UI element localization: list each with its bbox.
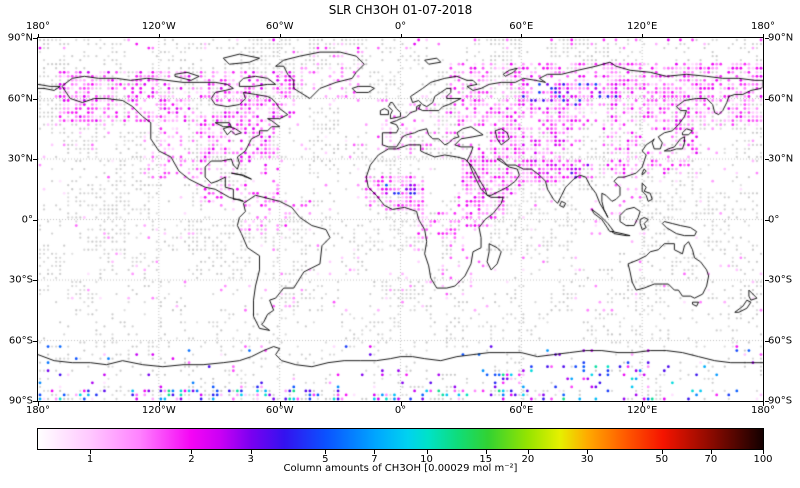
colorbar-tick-label: 1 bbox=[86, 454, 94, 465]
lon-tick-label-top: 60°E bbox=[509, 21, 534, 32]
tick-mark bbox=[763, 402, 764, 406]
lon-tick-label-bottom: 120°W bbox=[141, 405, 176, 416]
colorbar-tick-mark bbox=[710, 450, 712, 454]
colorbar-tick-label: 2 bbox=[188, 454, 195, 465]
tick-mark bbox=[33, 280, 37, 281]
colorbar bbox=[37, 428, 764, 450]
colorbar-tick-label: 15 bbox=[479, 454, 493, 465]
tick-mark bbox=[400, 402, 402, 406]
tick-mark bbox=[33, 401, 37, 402]
colorbar-tick-label: 30 bbox=[580, 454, 594, 465]
colorbar-tick-label: 20 bbox=[521, 454, 535, 465]
lat-tick-label-right: 60°N bbox=[768, 93, 794, 104]
lat-tick-label-right: 30°S bbox=[768, 274, 793, 286]
lat-tick-label-left: 90°N bbox=[7, 32, 33, 44]
colorbar-tick-label: 70 bbox=[704, 454, 718, 465]
map-plot-area bbox=[37, 37, 764, 402]
colorbar-tick-label: 3 bbox=[247, 454, 254, 465]
lat-tick-label-left: 60°N bbox=[7, 93, 33, 104]
lon-tick-label-top: 0° bbox=[394, 21, 407, 32]
tick-mark bbox=[33, 38, 37, 39]
colorbar-tick-mark bbox=[374, 450, 376, 454]
lat-tick-label-right: 30°N bbox=[768, 153, 794, 165]
tick-mark bbox=[765, 340, 769, 342]
tick-mark bbox=[158, 402, 160, 406]
colorbar-tick-mark bbox=[325, 450, 327, 454]
lat-tick-label-left: 30°S bbox=[8, 274, 33, 286]
tick-mark bbox=[642, 402, 644, 406]
lon-tick-label-top: 180° bbox=[750, 21, 776, 32]
tick-mark bbox=[33, 340, 37, 342]
colorbar-tick-label: 5 bbox=[322, 454, 329, 465]
tick-mark bbox=[33, 98, 37, 100]
tick-mark bbox=[33, 219, 37, 221]
lat-tick-label-right: 0° bbox=[768, 214, 780, 225]
colorbar-tick-mark bbox=[661, 450, 663, 454]
lat-tick-label-right: 90°S bbox=[768, 395, 793, 407]
colorbar-tick-mark bbox=[90, 450, 92, 454]
tick-mark bbox=[642, 34, 644, 38]
colorbar-label: Column amounts of CH3OH [0.00029 mol m⁻²… bbox=[283, 463, 518, 474]
colorbar-tick-mark bbox=[191, 450, 193, 454]
tick-mark bbox=[763, 34, 764, 38]
colorbar-gradient bbox=[38, 429, 763, 449]
lon-tick-label-bottom: 180° bbox=[25, 405, 51, 416]
colorbar-tick-mark bbox=[250, 450, 252, 454]
colorbar-tick-label: 50 bbox=[655, 454, 669, 465]
lon-tick-label-top: 60°W bbox=[265, 21, 294, 32]
tick-mark bbox=[279, 34, 281, 38]
lon-tick-label-bottom: 60°W bbox=[265, 405, 294, 416]
lon-tick-label-bottom: 180° bbox=[750, 405, 776, 416]
tick-mark bbox=[521, 34, 523, 38]
colorbar-tick-label: 7 bbox=[371, 454, 378, 465]
colorbar-tick-mark bbox=[527, 450, 529, 454]
colorbar-tick-label: 100 bbox=[753, 454, 773, 465]
lat-tick-label-left: 90°S bbox=[8, 395, 33, 407]
tick-mark bbox=[765, 280, 769, 281]
lon-tick-label-top: 120°E bbox=[626, 21, 658, 32]
lon-tick-label-bottom: 120°E bbox=[626, 405, 658, 416]
tick-mark bbox=[765, 401, 769, 402]
lon-tick-label-top: 120°W bbox=[141, 21, 176, 32]
lon-tick-label-top: 180° bbox=[25, 21, 51, 32]
lat-tick-label-right: 90°N bbox=[768, 32, 794, 44]
tick-mark bbox=[33, 159, 37, 160]
colorbar-tick-mark bbox=[587, 450, 589, 454]
colorbar-tick-mark bbox=[763, 450, 764, 454]
tick-mark bbox=[765, 38, 769, 39]
lat-tick-label-left: 0° bbox=[21, 214, 33, 225]
colorbar-tick-mark bbox=[426, 450, 428, 454]
tick-mark bbox=[765, 98, 769, 100]
chart-title: SLR CH3OH 01-07-2018 bbox=[328, 3, 473, 17]
tick-mark bbox=[765, 219, 769, 221]
colorbar-tick-mark bbox=[485, 450, 487, 454]
lat-tick-label-right: 60°S bbox=[768, 335, 793, 346]
map-canvas bbox=[38, 38, 763, 401]
lat-tick-label-left: 30°N bbox=[7, 153, 33, 165]
tick-mark bbox=[400, 34, 402, 38]
tick-mark bbox=[158, 34, 160, 38]
tick-mark bbox=[38, 34, 39, 38]
tick-mark bbox=[521, 402, 523, 406]
tick-mark bbox=[279, 402, 281, 406]
lon-tick-label-bottom: 60°E bbox=[509, 405, 534, 416]
tick-mark bbox=[765, 159, 769, 160]
colorbar-tick-label: 10 bbox=[420, 454, 433, 465]
tick-mark bbox=[38, 402, 39, 406]
lon-tick-label-bottom: 0° bbox=[394, 405, 407, 416]
lat-tick-label-left: 60°S bbox=[8, 335, 33, 346]
